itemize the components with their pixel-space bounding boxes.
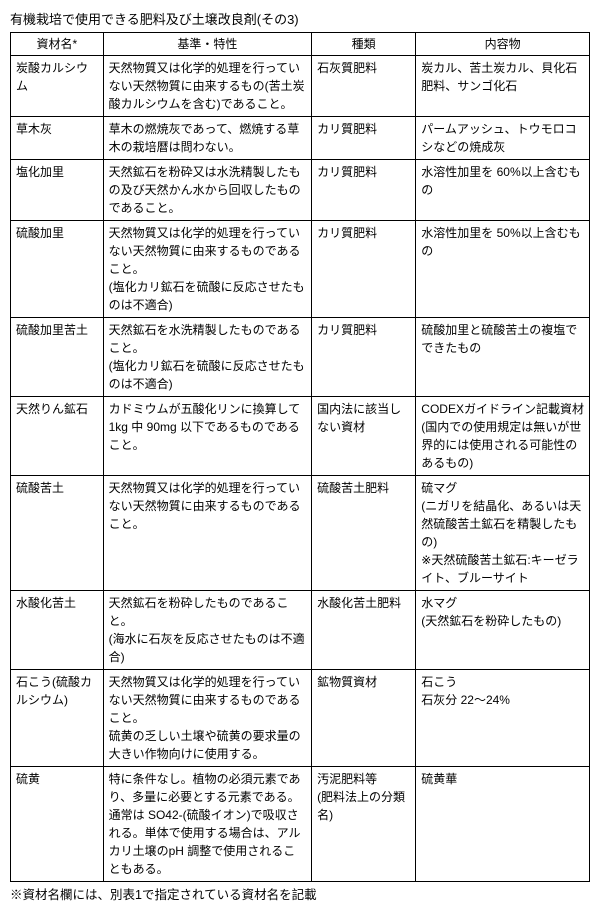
header-criteria: 基準・特性 [103,32,311,55]
cell-criteria: 特に条件なし。植物の必須元素であり、多量に必要とする元素である。通常は SO42… [103,766,311,881]
table-row: 水酸化苦土天然鉱石を粉砕したものであること。(海水に石灰を反応させたものは不適合… [11,590,590,669]
cell-content: 炭カル、苦土炭カル、貝化石肥料、サンゴ化石 [416,55,590,116]
table-row: 硫酸加里天然物質又は化学的処理を行っていない天然物質に由来するものであること。(… [11,220,590,317]
cell-name: 天然りん鉱石 [11,396,104,475]
cell-type: 汚泥肥料等(肥料法上の分類名) [312,766,416,881]
header-row: 資材名* 基準・特性 種類 内容物 [11,32,590,55]
cell-type: 石灰質肥料 [312,55,416,116]
table-row: 塩化加里天然鉱石を粉砕又は水洗精製したもの及び天然かん水から回収したものであるこ… [11,159,590,220]
cell-type: カリ質肥料 [312,116,416,159]
table-title: 有機栽培で使用できる肥料及び土壌改良剤(その3) [10,10,590,30]
cell-name: 炭酸カルシウム [11,55,104,116]
cell-name: 水酸化苦土 [11,590,104,669]
header-name: 資材名* [11,32,104,55]
cell-name: 硫酸苦土 [11,475,104,590]
cell-content: 硫酸加里と硫酸苦土の複塩でできたもの [416,317,590,396]
cell-criteria: 天然物質又は化学的処理を行っていない天然物質に由来するものであること。 [103,475,311,590]
cell-content: 水マグ(天然鉱石を粉砕したもの) [416,590,590,669]
cell-criteria: 天然鉱石を粉砕したものであること。(海水に石灰を反応させたものは不適合) [103,590,311,669]
cell-type: 硫酸苦土肥料 [312,475,416,590]
cell-content: 石こう石灰分 22～24% [416,669,590,766]
cell-content: CODEXガイドライン記載資材(国内での使用規定は無いが世界的には使用される可能… [416,396,590,475]
cell-type: 鉱物質資材 [312,669,416,766]
cell-name: 硫酸加里苦土 [11,317,104,396]
cell-type: カリ質肥料 [312,317,416,396]
table-row: 硫酸加里苦土天然鉱石を水洗精製したものであること。(塩化カリ鉱石を硫酸に反応させ… [11,317,590,396]
table-row: 硫黄特に条件なし。植物の必須元素であり、多量に必要とする元素である。通常は SO… [11,766,590,881]
cell-type: カリ質肥料 [312,159,416,220]
cell-criteria: 天然鉱石を水洗精製したものであること。(塩化カリ鉱石を硫酸に反応させたものは不適… [103,317,311,396]
table-row: 石こう(硫酸カルシウム)天然物質又は化学的処理を行っていない天然物質に由来するも… [11,669,590,766]
cell-type: 国内法に該当しない資材 [312,396,416,475]
cell-type: 水酸化苦土肥料 [312,590,416,669]
table-row: 硫酸苦土天然物質又は化学的処理を行っていない天然物質に由来するものであること。硫… [11,475,590,590]
cell-content: 硫黄華 [416,766,590,881]
fertilizer-table: 資材名* 基準・特性 種類 内容物 炭酸カルシウム天然物質又は化学的処理を行って… [10,32,590,882]
cell-name: 硫黄 [11,766,104,881]
cell-criteria: 天然鉱石を粉砕又は水洗精製したもの及び天然かん水から回収したものであること。 [103,159,311,220]
cell-name: 塩化加里 [11,159,104,220]
cell-criteria: 天然物質又は化学的処理を行っていない天然物質に由来するもの(苦土炭酸カルシウムを… [103,55,311,116]
header-type: 種類 [312,32,416,55]
cell-name: 石こう(硫酸カルシウム) [11,669,104,766]
cell-criteria: 草木の燃焼灰であって、燃焼する草木の栽培暦は問わない。 [103,116,311,159]
cell-type: カリ質肥料 [312,220,416,317]
cell-content: 水溶性加里を 50%以上含むもの [416,220,590,317]
cell-criteria: 天然物質又は化学的処理を行っていない天然物質に由来するものであること。(塩化カリ… [103,220,311,317]
header-content: 内容物 [416,32,590,55]
table-row: 炭酸カルシウム天然物質又は化学的処理を行っていない天然物質に由来するもの(苦土炭… [11,55,590,116]
cell-criteria: 天然物質又は化学的処理を行っていない天然物質に由来するものであること。硫黄の乏し… [103,669,311,766]
table-row: 草木灰草木の燃焼灰であって、燃焼する草木の栽培暦は問わない。カリ質肥料パームアッ… [11,116,590,159]
cell-content: 水溶性加里を 60%以上含むもの [416,159,590,220]
cell-name: 硫酸加里 [11,220,104,317]
table-row: 天然りん鉱石カドミウムが五酸化リンに換算して1kg 中 90mg 以下であるもの… [11,396,590,475]
cell-criteria: カドミウムが五酸化リンに換算して1kg 中 90mg 以下であるものであること。 [103,396,311,475]
cell-name: 草木灰 [11,116,104,159]
cell-content: パームアッシュ、トウモロコシなどの焼成灰 [416,116,590,159]
footnote: ※資材名欄には、別表1で指定されている資材名を記載 [10,886,590,905]
cell-content: 硫マグ(ニガリを結晶化、あるいは天然硫酸苦土鉱石を精製したもの)※天然硫酸苦土鉱… [416,475,590,590]
